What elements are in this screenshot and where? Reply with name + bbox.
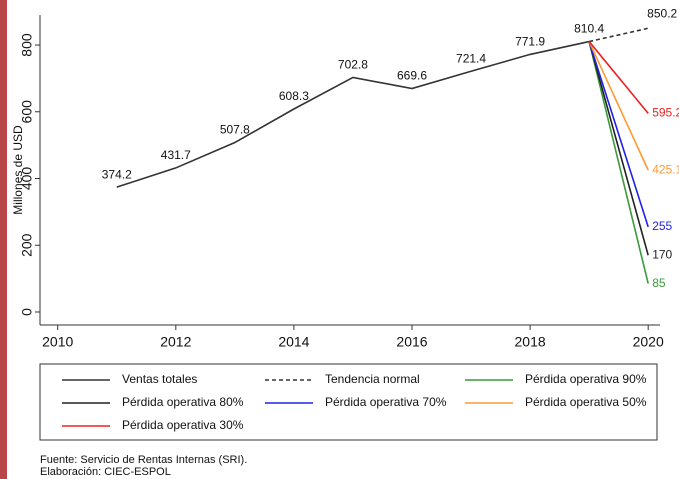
legend-label: Pérdida operativa 70% (325, 395, 447, 409)
data-label: 255 (652, 219, 672, 233)
credit-note: Elaboración: CIEC-ESPOL (40, 466, 171, 478)
legend-label: Pérdida operativa 50% (525, 395, 647, 409)
x-tick-label: 2014 (278, 334, 309, 350)
data-label: 85 (652, 276, 666, 290)
data-label: 170 (652, 247, 672, 261)
side-bar (0, 0, 7, 479)
x-tick-label: 2020 (633, 334, 664, 350)
series-line (588, 41, 649, 114)
data-label: 721.4 (456, 51, 486, 65)
series-line (588, 41, 649, 171)
y-tick-label: 800 (19, 33, 35, 57)
y-tick-label: 200 (19, 233, 35, 257)
data-label: 507.8 (220, 123, 250, 137)
data-label: 810.4 (574, 22, 604, 36)
legend-label: Pérdida operativa 90% (525, 372, 647, 386)
legend-label: Ventas totales (122, 372, 197, 386)
series-line (588, 41, 649, 228)
data-label: 850.2 (647, 6, 677, 20)
legend-label: Tendencia normal (325, 372, 420, 386)
x-tick-label: 2012 (160, 334, 191, 350)
x-tick-label: 2018 (515, 334, 546, 350)
series-line (116, 40, 590, 188)
x-tick-label: 2010 (42, 334, 73, 350)
legend-label: Pérdida operativa 30% (122, 418, 244, 432)
y-tick-label: 400 (19, 167, 35, 191)
data-label: 771.9 (515, 35, 545, 49)
data-label: 425.1 (652, 162, 679, 176)
legend-box (39, 363, 658, 441)
source-note: Fuente: Servicio de Rentas Internas (SRI… (40, 454, 247, 466)
y-tick-label: 600 (19, 100, 35, 124)
data-label: 608.3 (279, 89, 309, 103)
x-tick-label: 2016 (396, 334, 427, 350)
series-line (588, 41, 649, 256)
series-line (588, 41, 649, 284)
data-label: 374.2 (102, 167, 132, 181)
data-label: 595.2 (652, 106, 679, 120)
data-label: 669.6 (397, 69, 427, 83)
legend-label: Pérdida operativa 80% (122, 395, 244, 409)
data-label: 702.8 (338, 58, 368, 72)
y-tick-label: 0 (19, 308, 35, 316)
series-line (588, 27, 649, 43)
data-label: 431.7 (161, 148, 191, 162)
y-axis-label: Millones de USD (11, 125, 25, 215)
